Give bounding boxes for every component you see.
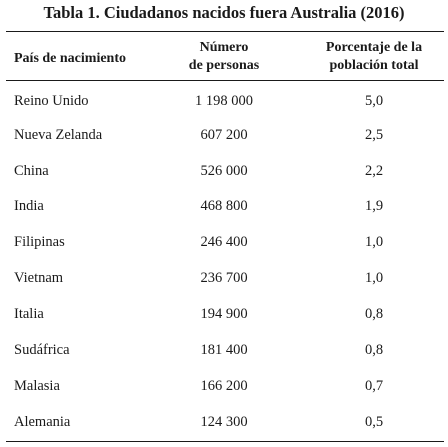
row-country: Reino Unido xyxy=(14,93,89,109)
row-country: Nueva Zelanda xyxy=(14,127,103,143)
row-country: Vietnam xyxy=(14,270,64,286)
row-count: 166 200 xyxy=(200,378,248,394)
row-count: 1 198 000 xyxy=(195,93,253,109)
row-country: Alemania xyxy=(14,414,71,430)
header-percent: Porcentaje de la población total xyxy=(310,39,438,75)
row-percent: 0,7 xyxy=(364,378,384,394)
header-country: País de nacimiento xyxy=(14,51,126,66)
header-count-line1: Número xyxy=(199,40,249,55)
row-count: 236 700 xyxy=(200,270,248,286)
row-count: 194 900 xyxy=(200,306,248,322)
row-percent: 1,0 xyxy=(364,234,384,250)
header-percent-line2: población total xyxy=(329,58,419,73)
row-percent: 1,9 xyxy=(364,198,384,214)
row-percent: 0,8 xyxy=(364,306,384,322)
header-percent-line1: Porcentaje de la xyxy=(325,40,423,55)
row-percent: 2,5 xyxy=(364,127,384,143)
row-country: Malasia xyxy=(14,378,60,394)
row-count: 607 200 xyxy=(200,127,248,143)
row-percent: 5,0 xyxy=(364,93,384,109)
row-percent: 1,0 xyxy=(364,270,384,286)
row-percent: 0,8 xyxy=(364,342,384,358)
header-count-line2: de personas xyxy=(188,58,260,73)
row-country: China xyxy=(14,163,49,179)
row-count: 526 000 xyxy=(200,163,248,179)
row-country: Italia xyxy=(14,306,44,322)
row-country: India xyxy=(14,198,44,214)
row-percent: 2,2 xyxy=(364,163,384,179)
row-country: Sudáfrica xyxy=(14,342,70,358)
header-rule xyxy=(6,80,444,81)
row-country: Filipinas xyxy=(14,234,65,250)
row-count: 124 300 xyxy=(200,414,248,430)
row-count: 468 800 xyxy=(200,198,248,214)
header-count: Número de personas xyxy=(170,39,278,75)
row-count: 181 400 xyxy=(200,342,248,358)
bottom-rule xyxy=(6,441,444,442)
row-count: 246 400 xyxy=(200,234,248,250)
top-rule xyxy=(6,31,444,32)
table-title: Tabla 1. Ciudadanos nacidos fuera Austra… xyxy=(43,3,405,22)
row-percent: 0,5 xyxy=(364,414,384,430)
